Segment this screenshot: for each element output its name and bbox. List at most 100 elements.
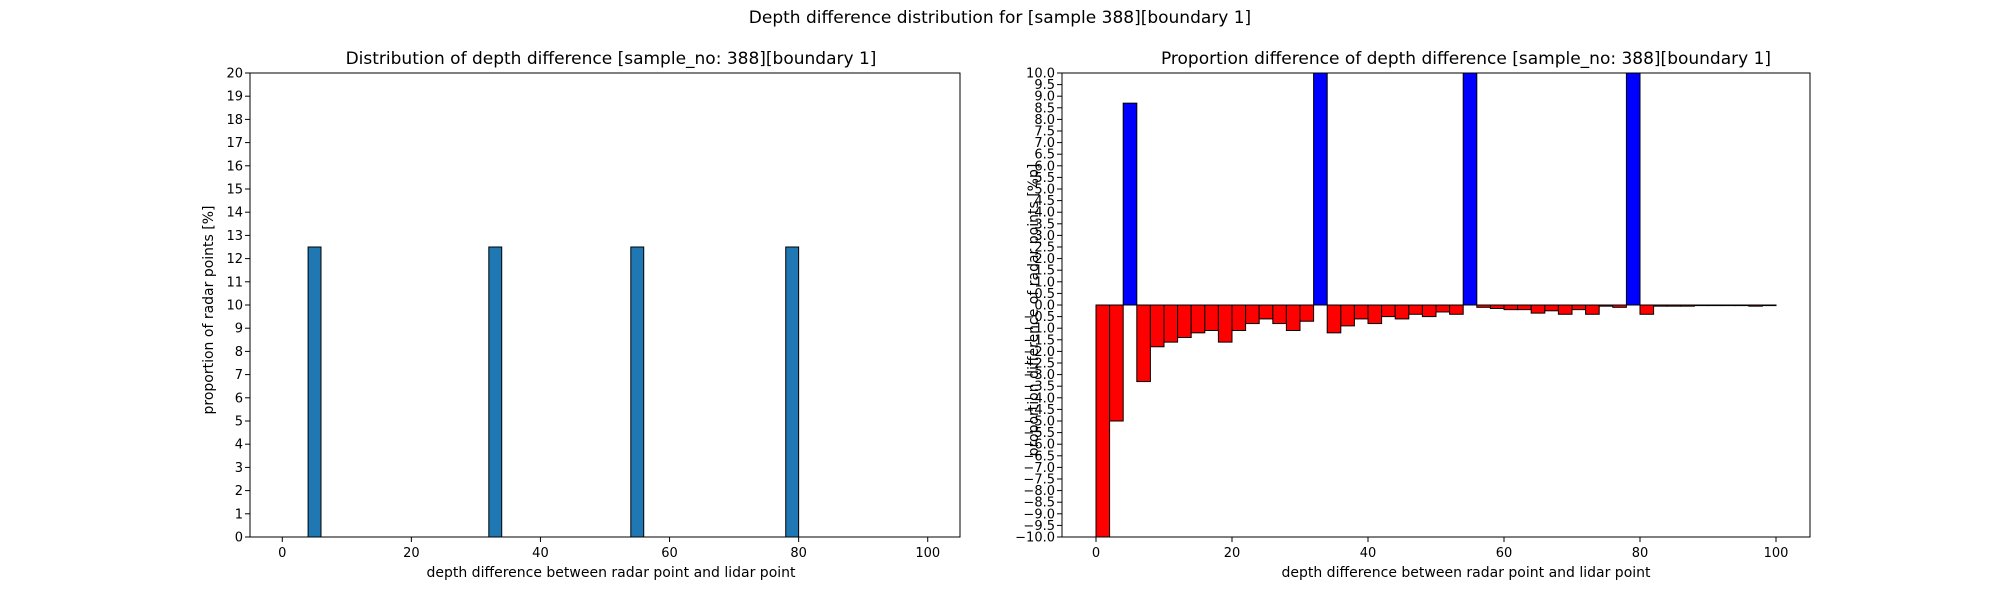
- bar: [1449, 304, 1464, 315]
- y-tick-label: 19: [226, 90, 243, 105]
- y-tick-label: 6: [235, 391, 243, 406]
- y-tick-label: 6.0: [1034, 159, 1055, 174]
- y-tick-label: 10.0: [1026, 67, 1055, 82]
- x-ticks: 0 20 40 60 80 100: [1092, 537, 1788, 561]
- y-tick-label: 7: [235, 368, 243, 383]
- y-tick-label: 11: [226, 275, 243, 290]
- bar: [1517, 304, 1532, 311]
- bar: [785, 246, 800, 538]
- y-tick-label: 13: [226, 229, 243, 244]
- bar: [1761, 304, 1777, 307]
- bar: [307, 246, 322, 538]
- bar: [1503, 304, 1519, 311]
- y-tick-label: 1: [235, 507, 243, 522]
- y-tick-label: 2.0: [1034, 252, 1055, 267]
- bar: [1612, 304, 1627, 308]
- bar: [1693, 304, 1709, 307]
- y-axis-label: proportion difference of radar points [%…: [1026, 164, 1042, 457]
- y-tick-label: −3.0: [1023, 368, 1055, 383]
- y-tick-label: 16: [226, 159, 243, 174]
- y-tick-label: 9: [235, 322, 243, 337]
- y-tick-label: −5.5: [1023, 426, 1055, 441]
- y-tick-label: −6.0: [1023, 438, 1055, 453]
- y-tick-label: −3.5: [1023, 380, 1055, 395]
- bar: [1462, 72, 1478, 306]
- x-tick-label: 80: [790, 546, 807, 561]
- y-tick-label: −5.0: [1023, 415, 1055, 430]
- bar: [1734, 304, 1750, 307]
- y-tick-label: 0.5: [1034, 287, 1055, 302]
- y-tick-label: 6.5: [1034, 148, 1055, 163]
- y-tick-label: 8.5: [1034, 101, 1055, 116]
- bar: [1721, 304, 1736, 307]
- y-tick-label: 17: [226, 136, 243, 151]
- y-tick-label: 8.0: [1034, 113, 1055, 128]
- bar: [1177, 304, 1192, 338]
- bar: [1666, 304, 1682, 307]
- bar: [1340, 304, 1355, 327]
- y-tick-label: 4: [235, 438, 243, 453]
- bar: [1285, 304, 1301, 332]
- chart-title: Distribution of depth difference [sample…: [346, 49, 877, 69]
- bar: [1299, 304, 1315, 322]
- y-tick-label: 8: [235, 345, 243, 360]
- y-tick-label: 3: [235, 461, 243, 476]
- x-tick-label: 80: [1632, 546, 1649, 561]
- x-tick-label: 20: [1224, 546, 1241, 561]
- y-tick-label: 3.5: [1034, 217, 1055, 232]
- y-tick-label: 18: [226, 113, 243, 128]
- plot-frame: [249, 72, 961, 538]
- y-tick-label: −9.0: [1023, 507, 1055, 522]
- y-tick-label: 12: [226, 252, 243, 267]
- bar: [1653, 304, 1668, 307]
- bar: [1272, 304, 1287, 325]
- bar: [630, 246, 645, 538]
- bar: [1598, 304, 1614, 307]
- x-tick-label: 100: [915, 546, 940, 561]
- bar: [1367, 304, 1383, 325]
- chart-proportion-difference: Proportion difference of depth differenc…: [1015, 49, 1811, 581]
- y-tick-label: 4.5: [1034, 194, 1055, 209]
- x-tick-label: 60: [1496, 546, 1513, 561]
- y-tick-label: −10.0: [1015, 531, 1055, 546]
- y-tick-label: 10: [226, 299, 243, 314]
- y-tick-label: 5.5: [1034, 171, 1055, 186]
- bar: [1421, 304, 1437, 318]
- bar: [1245, 304, 1260, 325]
- y-tick-label: 9.5: [1034, 78, 1055, 93]
- x-tick-label: 0: [278, 546, 286, 561]
- x-tick-label: 20: [403, 546, 420, 561]
- bar: [1680, 304, 1695, 307]
- y-tick-label: 2.5: [1034, 241, 1055, 256]
- bar: [1544, 304, 1559, 312]
- y-tick-label: 20: [226, 67, 243, 82]
- y-tick-label: 0.0: [1034, 299, 1055, 314]
- bar: [1435, 304, 1451, 313]
- bar: [1707, 304, 1723, 307]
- x-tick-label: 40: [532, 546, 549, 561]
- y-tick-label: 7.0: [1034, 136, 1055, 151]
- y-tick-label: 9.0: [1034, 90, 1055, 105]
- bar: [1190, 304, 1206, 334]
- bar: [1231, 304, 1247, 332]
- x-tick-label: 40: [1360, 546, 1377, 561]
- bar: [1136, 304, 1151, 383]
- y-tick-label: −2.5: [1023, 357, 1055, 372]
- bar: [1639, 304, 1655, 315]
- bar: [1530, 304, 1546, 314]
- bar: [1353, 304, 1369, 320]
- y-tick-label: 1.0: [1034, 275, 1055, 290]
- bar: [1381, 304, 1396, 318]
- y-tick-label: 1.5: [1034, 264, 1055, 279]
- y-tick-label: −7.0: [1023, 461, 1055, 476]
- bar: [1122, 102, 1138, 306]
- y-ticks: −10.0−9.5−9.0−8.5−8.0−7.5−7.0−6.5−6.0−5.…: [1015, 67, 1062, 546]
- y-tick-label: −8.5: [1023, 496, 1055, 511]
- y-tick-label: −0.5: [1023, 310, 1055, 325]
- bar: [488, 246, 503, 538]
- y-tick-label: 7.5: [1034, 125, 1055, 140]
- x-axis-label: depth difference between radar point and…: [426, 565, 796, 581]
- bar: [1095, 304, 1111, 538]
- y-tick-label: −7.5: [1023, 473, 1055, 488]
- y-tick-label: −1.5: [1023, 333, 1055, 348]
